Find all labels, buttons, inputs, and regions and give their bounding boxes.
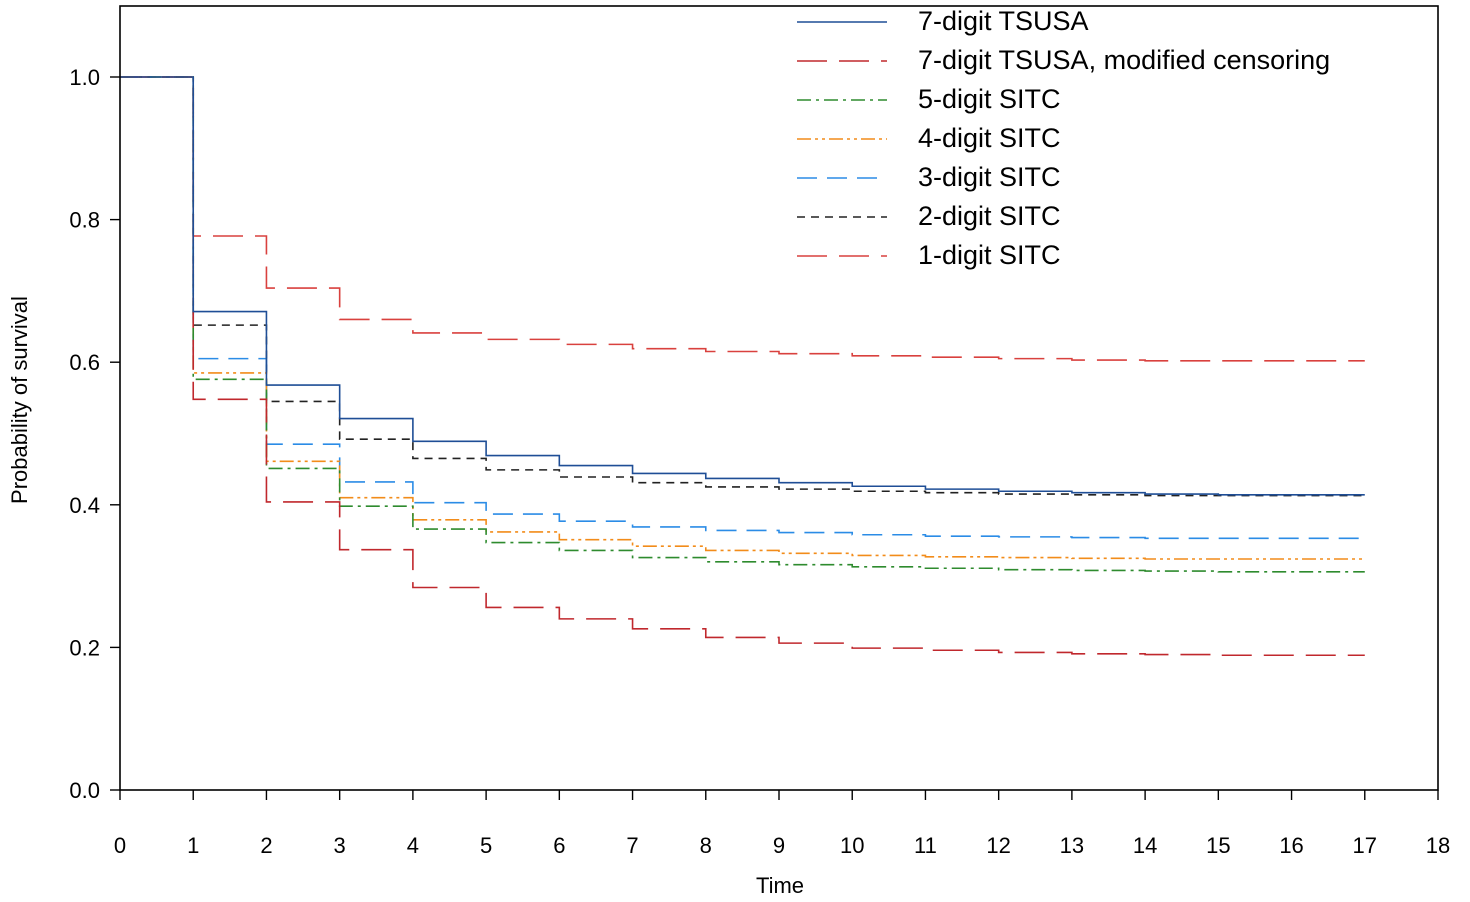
series-line-5 [120, 76, 1365, 540]
x-tick-label: 10 [840, 833, 864, 858]
y-tick-label: 0.0 [69, 778, 100, 803]
x-tick-label: 5 [480, 833, 492, 858]
series-line-1 [120, 76, 1365, 496]
legend-label-4: 4-digit SITC [918, 123, 1061, 153]
legend-label-3: 5-digit SITC [918, 84, 1061, 114]
legend-label-5: 3-digit SITC [918, 162, 1061, 192]
x-tick-label: 4 [407, 833, 419, 858]
legend-label-6: 2-digit SITC [918, 201, 1061, 231]
series-line-2 [120, 76, 1365, 657]
plot-frame [119, 5, 1439, 791]
y-tick-label: 1.0 [69, 65, 100, 90]
x-tick-label: 7 [626, 833, 638, 858]
x-tick-label: 8 [700, 833, 712, 858]
x-tick-label: 11 [914, 833, 937, 858]
x-tick-label: 18 [1426, 833, 1450, 858]
x-tick-label: 6 [553, 833, 565, 858]
x-tick-label: 1 [187, 833, 199, 858]
y-tick-label: 0.4 [69, 493, 100, 518]
series-line-4 [120, 76, 1365, 560]
x-tick-label: 16 [1279, 833, 1303, 858]
axes: 0 1 2 3 4 5 6 7 8 9 10 11 12 13 14 15 16 17 180.00.20.40.6… [69, 5, 1450, 858]
x-tick-label: 12 [986, 833, 1010, 858]
x-tick-label: 17 [1353, 833, 1377, 858]
y-tick-label: 0.8 [69, 208, 100, 233]
series-line-7 [120, 76, 1365, 362]
x-axis-label: Time [756, 873, 804, 898]
x-tick-label: 9 [773, 833, 785, 858]
y-axis-label: Probability of survival [7, 296, 32, 504]
x-tick-label: 15 [1206, 833, 1230, 858]
x-tick-label: 3 [334, 833, 346, 858]
series-line-3 [120, 76, 1365, 573]
legend: 7-digit TSUSA 7-digit TSUSA, modified cen… [797, 6, 1330, 270]
legend-label-2: 7-digit TSUSA, modified censoring [918, 45, 1330, 75]
legend-label-1: 7-digit TSUSA [918, 6, 1089, 36]
series-line-6 [120, 76, 1365, 497]
x-tick-label: 14 [1133, 833, 1157, 858]
x-tick-label: 0 [114, 833, 126, 858]
x-tick-label: 13 [1060, 833, 1084, 858]
y-tick-label: 0.2 [69, 635, 100, 660]
legend-label-7: 1-digit SITC [918, 240, 1061, 270]
y-tick-label: 0.6 [69, 350, 100, 375]
plot-area [120, 76, 1365, 657]
x-tick-label: 2 [260, 833, 272, 858]
